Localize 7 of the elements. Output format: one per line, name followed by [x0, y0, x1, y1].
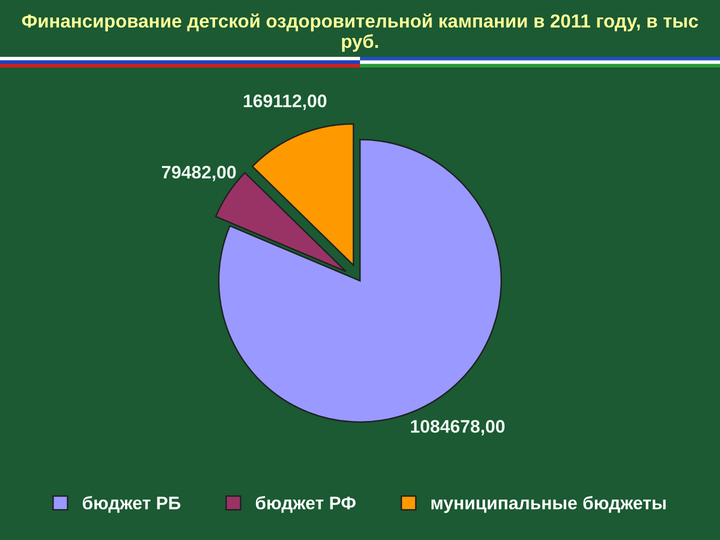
data-label: 79482,00 [162, 166, 236, 182]
data-label: 169112,00 [244, 94, 326, 110]
legend-label: бюджет РБ [82, 496, 180, 513]
legend-label: бюджет РФ [256, 496, 356, 513]
legend-label: муниципальные бюджеты [432, 496, 666, 513]
data-label: 1084678,00 [411, 420, 505, 436]
chart-title: Финансирование детской оздоровительной кампании в 2011 году, в тыс руб. [22, 14, 698, 52]
